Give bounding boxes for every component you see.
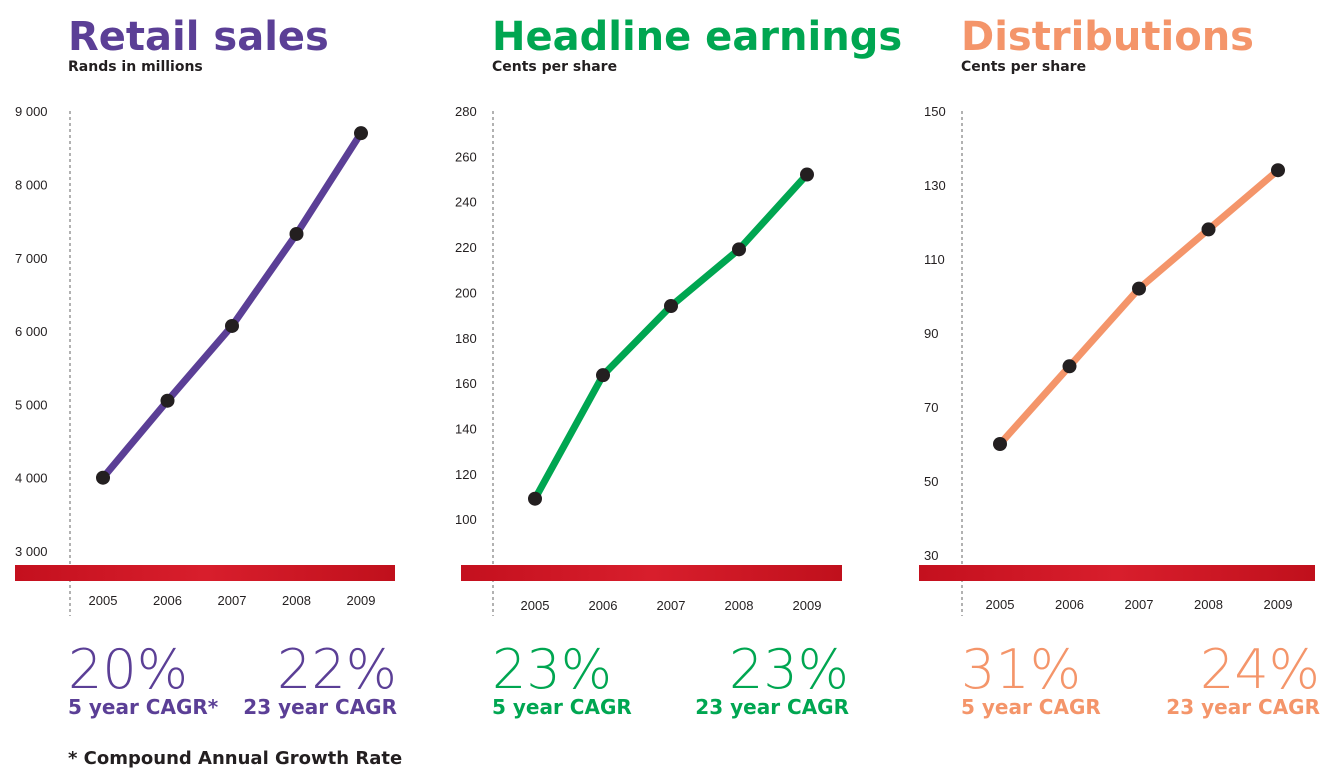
y-tick-label: 9 000 (15, 104, 48, 119)
data-point (800, 167, 814, 182)
chart-subtitle: Cents per share (492, 59, 617, 75)
data-point (1201, 222, 1216, 237)
data-line (531, 172, 810, 501)
data-point (225, 318, 239, 333)
data-point (1062, 359, 1077, 374)
y-tick-label: 200 (455, 285, 477, 300)
chart-subtitle: Cents per share (961, 59, 1086, 75)
data-point (354, 126, 368, 141)
y-tick-label: 260 (455, 149, 477, 164)
x-tick-label: 2006 (589, 598, 618, 613)
data-point (596, 368, 610, 383)
x-tick-label: 2007 (1125, 597, 1154, 612)
x-tick-label: 2009 (1264, 597, 1293, 612)
y-tick-label: 100 (455, 512, 477, 527)
y-tick-label: 160 (455, 376, 477, 391)
chart-title: Retail sales (68, 14, 329, 60)
x-tick-label: 2005 (521, 598, 550, 613)
cagr-value: 24% (1200, 638, 1320, 701)
chart-title: Headline earnings (492, 14, 902, 60)
data-point (96, 470, 110, 485)
baseline-band (15, 565, 395, 581)
cagr-value: 23% (492, 638, 612, 701)
y-tick-label: 70 (924, 400, 938, 415)
x-tick-label: 2006 (153, 593, 182, 608)
y-tick-label: 180 (455, 331, 477, 346)
y-tick-label: 6 000 (15, 324, 48, 339)
cagr-caption: 23 year CAGR (243, 695, 397, 719)
chart-subtitle: Rands in millions (68, 59, 203, 75)
x-tick-label: 2007 (218, 593, 247, 608)
y-tick-label: 130 (924, 178, 946, 193)
data-point (732, 242, 746, 257)
chart-title: Distributions (961, 14, 1254, 60)
x-tick-label: 2009 (347, 593, 376, 608)
y-tick-label: 280 (455, 104, 477, 119)
footnote: * Compound Annual Growth Rate (68, 748, 402, 768)
cagr-value: 23% (729, 638, 849, 701)
data-point (993, 437, 1007, 451)
cagr-value: 22% (277, 638, 397, 701)
x-tick-label: 2008 (1194, 597, 1223, 612)
cagr-value: 20% (68, 638, 188, 701)
y-tick-label: 50 (924, 474, 938, 489)
x-tick-label: 2008 (282, 593, 311, 608)
cagr-caption: 5 year CAGR* (68, 695, 219, 719)
y-tick-label: 7 000 (15, 251, 48, 266)
data-point (289, 226, 304, 241)
y-tick-label: 220 (455, 240, 477, 255)
y-tick-label: 140 (455, 421, 477, 436)
y-tick-label: 3 000 (15, 544, 48, 559)
x-tick-label: 2007 (657, 598, 686, 613)
data-point (528, 491, 542, 506)
data-point (664, 299, 678, 314)
data-line (997, 167, 1281, 447)
y-tick-label: 30 (924, 548, 938, 563)
cagr-caption: 5 year CAGR (492, 695, 632, 719)
cagr-caption: 23 year CAGR (695, 695, 849, 719)
x-tick-label: 2009 (793, 598, 822, 613)
cagr-value: 31% (961, 638, 1081, 701)
y-tick-label: 120 (455, 467, 477, 482)
x-tick-label: 2006 (1055, 597, 1084, 612)
baseline-band (461, 565, 842, 581)
x-tick-label: 2005 (89, 593, 118, 608)
data-point (1271, 163, 1285, 178)
y-tick-label: 110 (924, 252, 945, 267)
data-point (1132, 281, 1146, 296)
baseline-band (919, 565, 1315, 581)
y-tick-label: 5 000 (15, 397, 48, 412)
y-tick-label: 90 (924, 326, 938, 341)
y-tick-label: 150 (924, 104, 946, 119)
cagr-caption: 5 year CAGR (961, 695, 1101, 719)
x-tick-label: 2005 (986, 597, 1015, 612)
data-point (160, 393, 175, 408)
y-tick-label: 8 000 (15, 177, 48, 192)
cagr-caption: 23 year CAGR (1166, 695, 1320, 719)
y-tick-label: 4 000 (15, 471, 48, 486)
x-tick-label: 2008 (725, 598, 754, 613)
data-line (100, 131, 364, 480)
y-tick-label: 240 (455, 195, 477, 210)
